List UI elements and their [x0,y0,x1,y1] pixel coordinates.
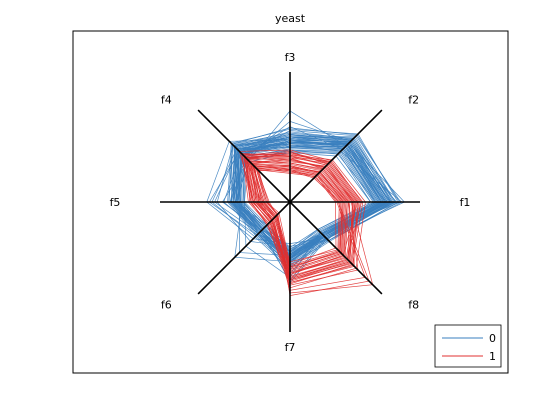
axis-label-f4: f4 [161,94,172,107]
axis-spoke-f6 [197,201,291,295]
legend-box [434,324,502,368]
axis-spoke-f2 [289,109,383,203]
axis-label-f2: f2 [408,94,419,107]
spoke-layer [160,72,420,332]
axis-label-f6: f6 [161,299,172,312]
axis-label-layer: f1 f2 f3 f4 f5 f6 f7 f8 [110,51,471,354]
axis-label-f5: f5 [110,196,121,209]
axis-label-f3: f3 [285,51,296,64]
axis-spoke-f4 [197,109,291,203]
axis-label-f7: f7 [285,341,296,354]
legend: 0 1 [434,324,502,368]
axis-label-f1: f1 [460,196,471,209]
chart-title: yeast [275,12,306,25]
axis-label-f8: f8 [408,299,419,312]
legend-label-0: 0 [489,332,496,345]
legend-label-1: 1 [489,350,496,363]
axis-spoke-f8 [289,201,383,295]
